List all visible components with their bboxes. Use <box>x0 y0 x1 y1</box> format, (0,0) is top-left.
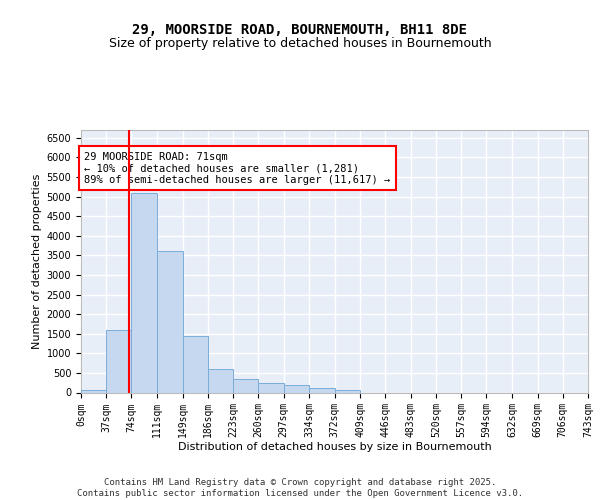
Bar <box>284 386 309 392</box>
Text: Size of property relative to detached houses in Bournemouth: Size of property relative to detached ho… <box>109 38 491 51</box>
Bar <box>131 192 157 392</box>
Text: 29 MOORSIDE ROAD: 71sqm
← 10% of detached houses are smaller (1,281)
89% of semi: 29 MOORSIDE ROAD: 71sqm ← 10% of detache… <box>85 152 391 184</box>
Text: Contains HM Land Registry data © Crown copyright and database right 2025.
Contai: Contains HM Land Registry data © Crown c… <box>77 478 523 498</box>
Bar <box>81 390 106 392</box>
Bar <box>335 390 360 392</box>
Bar <box>182 336 208 392</box>
Bar <box>309 388 335 392</box>
Bar <box>157 252 182 392</box>
Text: 29, MOORSIDE ROAD, BOURNEMOUTH, BH11 8DE: 29, MOORSIDE ROAD, BOURNEMOUTH, BH11 8DE <box>133 22 467 36</box>
X-axis label: Distribution of detached houses by size in Bournemouth: Distribution of detached houses by size … <box>178 442 491 452</box>
Bar <box>233 379 259 392</box>
Bar <box>259 383 284 392</box>
Bar <box>106 330 131 392</box>
Bar <box>208 370 233 392</box>
Y-axis label: Number of detached properties: Number of detached properties <box>32 174 43 349</box>
